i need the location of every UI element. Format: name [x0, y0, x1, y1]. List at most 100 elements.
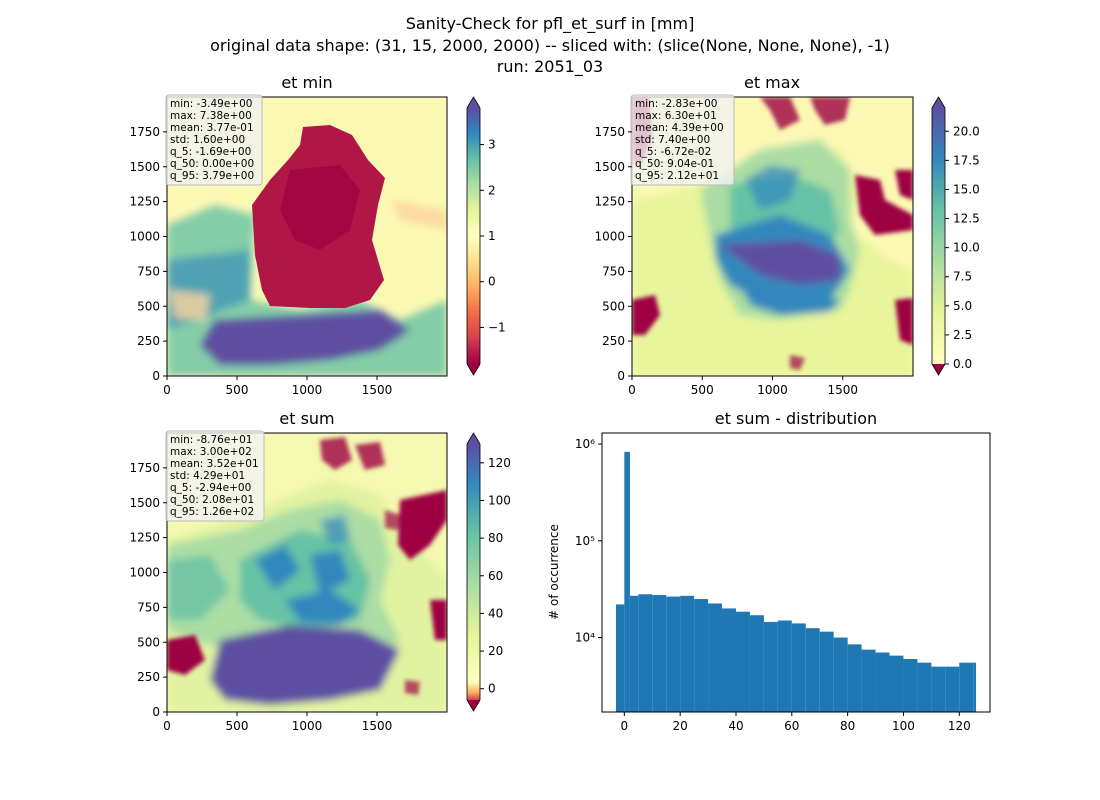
colorbar-ticks: 0 20 40 60 80 100 120 — [480, 456, 511, 696]
panel-title: et min — [281, 73, 332, 92]
histogram-bar — [722, 608, 736, 712]
histogram-bar — [959, 662, 974, 712]
y-tick-label: 1250 — [129, 531, 160, 545]
x-tick-label: 20 — [673, 719, 688, 733]
plot-frame — [601, 432, 991, 713]
x-axis-ticks: 0 500 1000 1500 — [628, 376, 858, 397]
histogram-bar — [624, 451, 630, 712]
histogram-bar — [638, 594, 653, 712]
colorbar-tick-label: 7.5 — [953, 270, 972, 284]
colorbar: 0 20 40 60 80 100 120 — [466, 432, 511, 712]
y-tick-label: 1750 — [594, 125, 625, 139]
x-tick-label: 1500 — [827, 383, 858, 397]
histogram-bar — [973, 662, 977, 712]
y-tick-label: 750 — [602, 264, 625, 278]
stat-line: min: -3.49e+00 — [170, 98, 252, 110]
histogram-bar — [931, 666, 946, 712]
y-tick-label: 750 — [137, 600, 160, 614]
y-tick-label: 10⁴ — [575, 631, 595, 645]
colorbar-tick-label: 2.5 — [953, 328, 972, 342]
panel-title: et sum - distribution — [715, 409, 877, 428]
colorbar-tick-label: 17.5 — [953, 153, 980, 167]
colorbar-ticks: 0.0 2.5 5.0 7.5 10.0 12.5 15.0 17.5 20.0 — [945, 124, 980, 371]
colorbar-tick-label: 20.0 — [953, 124, 980, 138]
x-tick-label: 40 — [728, 719, 743, 733]
histogram-bar — [903, 659, 918, 712]
colorbar: −1 0 1 2 3 — [466, 96, 506, 376]
y-axis-ticks: 0 250 500 750 1000 1250 1500 1750 — [129, 461, 167, 719]
histogram-bar — [861, 649, 876, 712]
suptitle-line-2: original data shape: (31, 15, 2000, 2000… — [210, 36, 890, 55]
stat-line: q_5: -6.72e-02 — [635, 146, 711, 158]
x-tick-label: 60 — [784, 719, 799, 733]
colorbar-tick-label: 15.0 — [953, 182, 980, 196]
x-tick-label: 0 — [621, 719, 629, 733]
y-tick-label: 1000 — [129, 566, 160, 580]
histogram-bar — [749, 615, 764, 712]
y-tick-label: 1750 — [129, 461, 160, 475]
colorbar-tick-label: 3 — [488, 138, 496, 152]
x-tick-label: 0 — [628, 383, 636, 397]
colorbar-tick-label: 2 — [488, 183, 496, 197]
colorbar: 0.0 2.5 5.0 7.5 10.0 12.5 15.0 17.5 20.0 — [931, 96, 980, 376]
stats-box: min: -3.49e+00 max: 7.38e+00 mean: 3.77e… — [165, 94, 263, 186]
histogram-bar — [708, 603, 723, 712]
colorbar-tick-label: 60 — [488, 569, 503, 583]
histogram-bar — [763, 621, 778, 712]
y-tick-label: 250 — [602, 334, 625, 348]
x-tick-label: 500 — [226, 719, 249, 733]
panel-title: et sum — [279, 409, 334, 428]
histogram-bar — [652, 595, 667, 712]
y-tick-label: 250 — [137, 334, 160, 348]
histogram-bar — [791, 623, 806, 712]
y-tick-label: 1500 — [129, 496, 160, 510]
histogram-bar — [629, 595, 639, 712]
stat-line: q_50: 0.00e+00 — [170, 158, 254, 170]
x-tick-label: 0 — [163, 383, 171, 397]
colorbar-tick-label: 5.0 — [953, 299, 972, 313]
y-tick-label: 0 — [617, 369, 625, 383]
colorbar-tick-label: −1 — [488, 320, 506, 334]
x-tick-label: 120 — [948, 719, 971, 733]
colorbar-ticks: −1 0 1 2 3 — [480, 138, 506, 334]
histogram-bar — [889, 655, 904, 712]
y-axis-ticks: 10⁴ 10⁵ 10⁶ — [575, 437, 602, 645]
histogram-bar — [847, 644, 862, 712]
x-tick-label: 500 — [226, 383, 249, 397]
panel-title: et max — [744, 73, 800, 92]
histogram-bar — [666, 596, 681, 712]
stat-line: max: 7.38e+00 — [170, 110, 252, 122]
panel-et-min: et min min: -3.49e+00 max: 7.38e+00 mean… — [129, 73, 505, 397]
y-tick-label: 0 — [152, 705, 160, 719]
colorbar-tick-label: 20 — [488, 644, 503, 658]
colorbar-tick-label: 0.0 — [953, 357, 972, 371]
stat-line: q_50: 9.04e-01 — [635, 158, 714, 170]
stat-line: q_95: 3.79e+00 — [170, 170, 254, 182]
y-tick-label: 0 — [152, 369, 160, 383]
suptitle-line-1: Sanity-Check for pfl_et_surf in [mm] — [406, 14, 695, 34]
x-tick-label: 1000 — [292, 719, 323, 733]
x-axis-ticks: 0 20 40 60 80 100 120 — [621, 712, 971, 733]
figure-title: Sanity-Check for pfl_et_surf in [mm] ori… — [210, 14, 890, 77]
y-tick-label: 10⁵ — [575, 534, 595, 548]
x-tick-label: 0 — [163, 719, 171, 733]
panel-et-sum: et sum — [129, 409, 510, 733]
y-tick-label: 1000 — [129, 230, 160, 244]
y-tick-label: 1250 — [594, 195, 625, 209]
colorbar-tick-label: 100 — [488, 493, 511, 507]
histogram-bars — [615, 451, 977, 712]
histogram-bar — [694, 599, 709, 712]
y-tick-label: 1000 — [594, 230, 625, 244]
y-tick-label: 750 — [137, 264, 160, 278]
colorbar-tick-label: 12.5 — [953, 212, 980, 226]
y-tick-label: 1750 — [129, 125, 160, 139]
stat-line: q_95: 2.12e+01 — [635, 170, 719, 182]
histogram-bar — [680, 595, 695, 712]
stats-box: min: -2.83e+00 max: 6.30e+01 mean: 4.39e… — [630, 94, 735, 186]
stat-line: min: -8.76e+01 — [170, 434, 252, 446]
panel-et-sum-distribution: et sum - distribution 0 20 40 60 80 100 120 10… — [547, 409, 991, 733]
colorbar-tick-label: 120 — [488, 456, 511, 470]
stat-line: mean: 4.39e+00 — [635, 122, 724, 134]
stat-line: q_5: -2.94e+00 — [170, 482, 251, 494]
